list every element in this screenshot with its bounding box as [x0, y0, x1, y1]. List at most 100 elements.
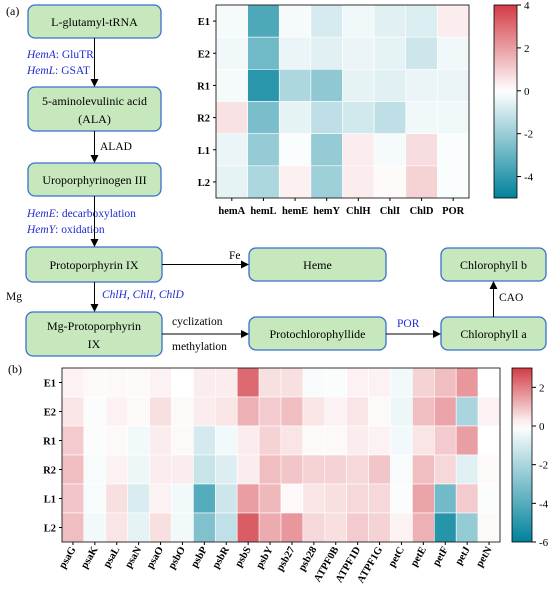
mg-label: Mg — [6, 291, 22, 303]
heatmap-cell — [247, 101, 280, 134]
heatmap-cell — [437, 133, 470, 167]
heatmap-cell — [215, 367, 238, 398]
heatmap-cell — [405, 36, 438, 70]
heatmap-cell — [61, 512, 85, 543]
heatmap-cell — [215, 133, 248, 167]
heml-gene: HemL — [26, 65, 55, 77]
heatmap-cell — [127, 483, 150, 514]
column-label: psaN — [123, 545, 144, 571]
heatmap-cell — [405, 101, 438, 134]
heatmap-cell — [437, 36, 470, 70]
heatmap-cell — [105, 454, 129, 485]
heatmap-cell — [310, 133, 343, 167]
heatmap-cell — [324, 512, 347, 543]
colorbar-tick-label: 0 — [524, 86, 530, 98]
column-label: hemL — [250, 206, 276, 217]
heatmap-cell — [405, 4, 438, 38]
heatmap-cell — [342, 133, 375, 167]
heatmap-cell — [373, 133, 407, 167]
heatmap-cell — [324, 454, 347, 485]
methylation-label: methylation — [172, 341, 227, 353]
row-label: R1 — [43, 437, 56, 448]
heatmap-cell — [390, 396, 413, 427]
heatmap-cell — [437, 69, 470, 102]
heatmap-cell — [215, 36, 248, 70]
heatmap-cell — [342, 4, 375, 38]
heatmap-cell — [258, 512, 282, 543]
heatmap-cell — [127, 396, 150, 427]
heatmap-cell — [437, 165, 470, 199]
row-label: L1 — [198, 146, 210, 157]
heatmap-cell — [412, 454, 435, 485]
heatmap-cell — [61, 425, 85, 456]
heatmap-cell — [310, 36, 343, 70]
heatmap-cell — [215, 4, 248, 38]
heatmap-cell — [324, 425, 347, 456]
pathway-diagram: L-glutamyl-tRNA HemA: GluTR HemL: GSAT 5… — [6, 4, 547, 357]
heatmap-cell — [171, 454, 194, 485]
heme-gene: HemE — [26, 208, 56, 220]
heatmap-cell — [247, 165, 280, 199]
row-label: R2 — [43, 466, 56, 477]
hemy-annotation: HemY: oxidation — [26, 224, 105, 236]
colorbar-b: 2 0 -2 -4 -6 — [511, 367, 549, 549]
heatmap-cell — [342, 165, 375, 199]
column-label: petC — [387, 545, 407, 569]
heatmap-cell — [477, 425, 501, 456]
panel-b-label: (b) — [8, 362, 22, 376]
heatmap-cell — [278, 4, 312, 38]
heatmap-cell — [193, 483, 216, 514]
column-label: psaG — [57, 545, 78, 571]
heatmap-cell — [105, 367, 129, 398]
heatmap-cell — [477, 367, 501, 398]
heml-colon: : — [55, 65, 61, 77]
heatmap-cell — [302, 396, 326, 427]
heatmap-cell — [127, 425, 150, 456]
heatmap-cell — [280, 454, 304, 485]
colorbar-tick-label: 2 — [539, 382, 545, 394]
column-label: petE — [409, 545, 429, 569]
column-label: psaL — [102, 545, 123, 570]
heatmap-cell — [310, 4, 343, 38]
hemy-enzyme: oxidation — [61, 224, 105, 236]
heatmap-cell — [346, 483, 369, 514]
column-label: hemE — [282, 206, 308, 217]
heatmap-cell — [171, 512, 194, 543]
heatmap-cell — [477, 454, 501, 485]
heatmap-cell — [477, 512, 501, 543]
heatmap-cell — [455, 483, 479, 514]
heatmap-a: E1 E2 R1 R2 L1 L2 hemA hemL hemE hemY ChlH ChlI ChlD… — [197, 4, 470, 217]
colorbar-tick-label: 2 — [524, 43, 530, 55]
ala-label-line1: 5-aminolevulinic acid — [42, 94, 147, 108]
heatmap-cell — [390, 425, 413, 456]
column-label: psaK — [79, 544, 101, 570]
heatmap-cell — [433, 367, 457, 398]
heatmap-cell — [302, 367, 326, 398]
heatmap-cell — [412, 367, 435, 398]
heatmap-cell — [236, 367, 260, 398]
heatmap-cell — [83, 512, 107, 543]
heatmap-cell — [193, 512, 216, 543]
heatmap-cell — [412, 512, 435, 543]
heatmap-cell — [236, 512, 260, 543]
heatmap-cell — [302, 454, 326, 485]
heme-enzyme: decarboxylation — [62, 208, 136, 220]
heatmap-cell — [346, 367, 369, 398]
column-label: hemA — [218, 206, 245, 217]
heatmap-cell — [149, 396, 172, 427]
chlorophyll-b-label: Chlorophyll b — [460, 258, 527, 272]
fe-label: Fe — [229, 250, 241, 262]
heatmap-cell — [149, 483, 172, 514]
chl-genes-label: ChlH, ChlI, ChlD — [102, 289, 184, 301]
heml-annotation: HemL: GSAT — [26, 65, 90, 77]
heatmap-cell — [215, 454, 238, 485]
colorbar-tick-label: -6 — [539, 537, 549, 549]
heatmap-cell — [412, 425, 435, 456]
heatmap-cell — [433, 454, 457, 485]
heatmap-cell — [105, 512, 129, 543]
heatmap-cell — [346, 512, 369, 543]
heatmap-cell — [412, 396, 435, 427]
heatmap-frame — [215, 4, 470, 199]
colorbar-gradient — [493, 4, 518, 199]
heatmap-cell — [215, 69, 248, 102]
